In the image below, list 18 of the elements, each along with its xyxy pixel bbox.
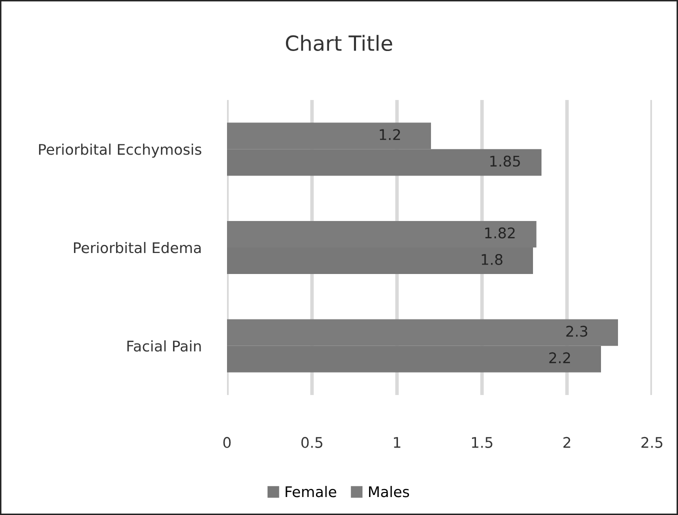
x-tick-label: 1: [394, 437, 400, 448]
data-label: 2.2: [549, 352, 570, 364]
y-tick-label: Facial Pain: [127, 340, 201, 352]
data-label: 1.85: [490, 156, 520, 167]
legend-label: Female: [286, 486, 336, 498]
legend-label: Males: [369, 486, 410, 498]
y-tick-label: Periorbital Ecchymosis: [39, 144, 202, 158]
x-tick-label: 0: [223, 436, 231, 448]
data-label: 2.3: [566, 326, 588, 337]
x-tick-label: 1.5: [472, 437, 492, 448]
data-label: 1.8: [482, 254, 502, 266]
chart-title: Chart Title: [286, 34, 392, 52]
data-label: 1.2: [380, 129, 400, 140]
x-tick-label: 2.5: [641, 436, 662, 448]
data-label: 1.82: [485, 227, 515, 238]
x-tick-label: 2: [563, 436, 570, 448]
x-tick-label: 0.5: [301, 436, 322, 448]
y-tick-label: Periorbital Edema: [74, 242, 201, 254]
